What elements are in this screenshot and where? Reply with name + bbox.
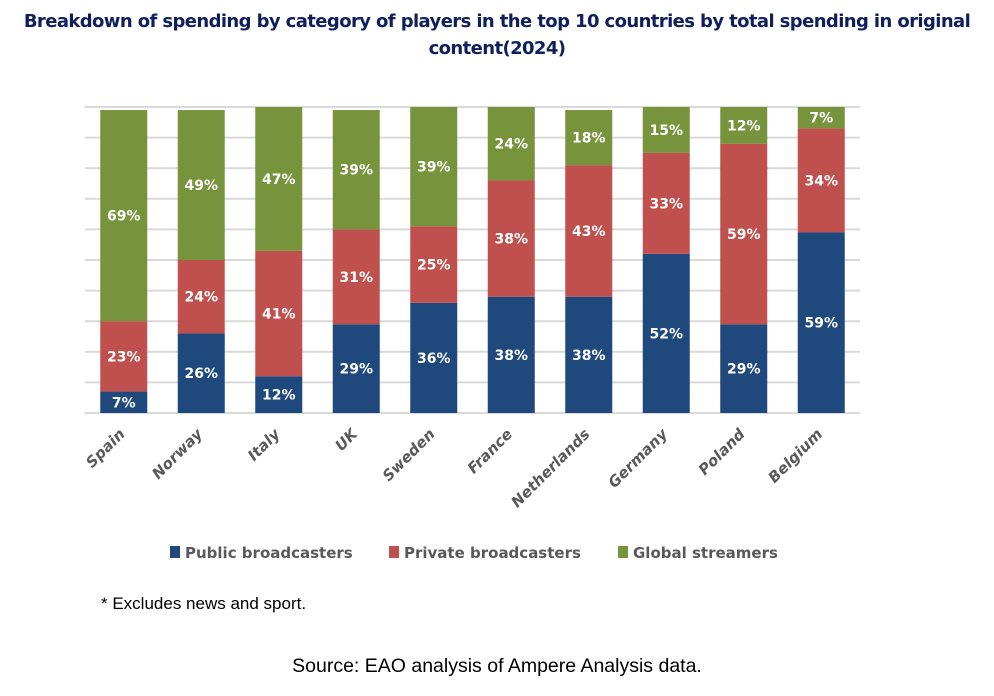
- bar-segment-public-broadcasters: [797, 232, 845, 413]
- bar-segment-global-streamers: [565, 110, 613, 166]
- x-tick-labels: Spain Norway Italy UK Sweden FranceNetherland…: [82, 424, 826, 511]
- data-label: 43%: [572, 224, 606, 240]
- bar-segment-global-streamers: [255, 107, 303, 251]
- data-label: 39%: [339, 163, 373, 179]
- data-label: 41%: [262, 307, 296, 323]
- data-label: 7%: [112, 395, 136, 411]
- legend: Public broadcasters Private broadcasters G…: [170, 544, 778, 562]
- bar-segment-global-streamers: [332, 110, 380, 230]
- x-tick-label: UK: [332, 424, 363, 455]
- legend-item: Global streamers: [618, 544, 778, 562]
- data-label: 29%: [339, 362, 373, 378]
- data-label: 59%: [804, 316, 838, 332]
- bar-segment-private-broadcasters: [177, 260, 225, 334]
- bar-segment-private-broadcasters: [720, 143, 768, 325]
- data-label: 38%: [572, 348, 606, 364]
- legend-label: Private broadcasters: [404, 544, 581, 562]
- data-label: 49%: [184, 178, 218, 194]
- bar-segment-global-streamers: [410, 107, 458, 227]
- x-tick-label: Belgium: [765, 425, 826, 486]
- legend-label: Global streamers: [633, 544, 778, 562]
- bar-segment-public-broadcasters: [255, 376, 303, 413]
- bar-segment-public-broadcasters: [565, 296, 613, 413]
- data-label: 33%: [649, 196, 683, 212]
- bar-segment-private-broadcasters: [100, 321, 148, 392]
- bar-segment-global-streamers: [177, 110, 225, 260]
- legend-label: Public broadcasters: [185, 544, 353, 562]
- bar-segment-private-broadcasters: [332, 229, 380, 325]
- bar-segment-public-broadcasters: [177, 333, 225, 413]
- bar-segment-public-broadcasters: [720, 324, 768, 413]
- x-tick-label: Germany: [605, 424, 672, 491]
- source-note: Source: EAO analysis of Ampere Analysis …: [292, 655, 702, 677]
- bar-segment-global-streamers: [487, 107, 535, 181]
- bars: [100, 107, 845, 413]
- data-label: 47%: [262, 172, 296, 188]
- bar-segment-private-broadcasters: [487, 180, 535, 297]
- x-tick-label: Netherlands: [507, 425, 593, 511]
- data-label: 15%: [649, 123, 683, 139]
- data-label: 69%: [107, 209, 141, 225]
- bar-segment-global-streamers: [720, 107, 768, 144]
- bar-segment-global-streamers: [642, 107, 690, 153]
- bar-segment-private-broadcasters: [255, 250, 303, 377]
- bar-segment-public-broadcasters: [332, 324, 380, 413]
- data-label: 39%: [417, 160, 451, 176]
- data-label: 24%: [184, 290, 218, 306]
- legend-item: Private broadcasters: [389, 544, 581, 562]
- data-label: 52%: [649, 326, 683, 342]
- data-label: 36%: [417, 351, 451, 367]
- legend-swatch: [618, 546, 628, 558]
- x-tick-label: Italy: [244, 424, 284, 464]
- bar-segment-private-broadcasters: [642, 152, 690, 254]
- legend-item: Public broadcasters: [170, 544, 353, 562]
- data-label: 34%: [804, 173, 838, 189]
- x-tick-label: Poland: [695, 425, 749, 479]
- legend-swatch: [170, 546, 180, 558]
- bar-segment-private-broadcasters: [797, 128, 845, 233]
- data-label: 26%: [184, 366, 218, 382]
- data-label: 23%: [107, 349, 141, 365]
- x-tick-label: France: [464, 425, 516, 477]
- data-labels: 7% 23% 69% 26% 24% 49% 12% 41% 47% 29% 31% 39% 36% 25…: [107, 111, 838, 412]
- data-label: 12%: [262, 388, 296, 404]
- data-label: 25%: [417, 258, 451, 274]
- footnote: * Excludes news and sport.: [101, 594, 307, 613]
- legend-swatch: [389, 546, 399, 558]
- data-label: 29%: [727, 362, 761, 378]
- bar-segment-public-broadcasters: [642, 253, 690, 413]
- bar-segment-private-broadcasters: [565, 165, 613, 297]
- bar-segment-global-streamers: [100, 110, 148, 322]
- bar-segment-public-broadcasters: [487, 296, 535, 413]
- x-tick-label: Norway: [148, 424, 207, 483]
- data-label: 38%: [494, 348, 528, 364]
- x-tick-label: Sweden: [379, 425, 439, 485]
- bar-segment-public-broadcasters: [410, 302, 458, 413]
- data-label: 7%: [809, 111, 833, 127]
- data-label: 18%: [572, 131, 606, 147]
- x-tick-label: Spain: [82, 425, 128, 471]
- data-label: 31%: [339, 270, 373, 286]
- chart-title: Breakdown of spending by category of pla…: [23, 11, 971, 59]
- data-label: 12%: [727, 118, 761, 134]
- data-label: 38%: [494, 232, 528, 248]
- bar-segment-public-broadcasters: [100, 391, 148, 413]
- data-label: 24%: [494, 137, 528, 153]
- bar-segment-global-streamers: [797, 107, 845, 129]
- data-label: 59%: [727, 227, 761, 243]
- bar-segment-private-broadcasters: [410, 226, 458, 303]
